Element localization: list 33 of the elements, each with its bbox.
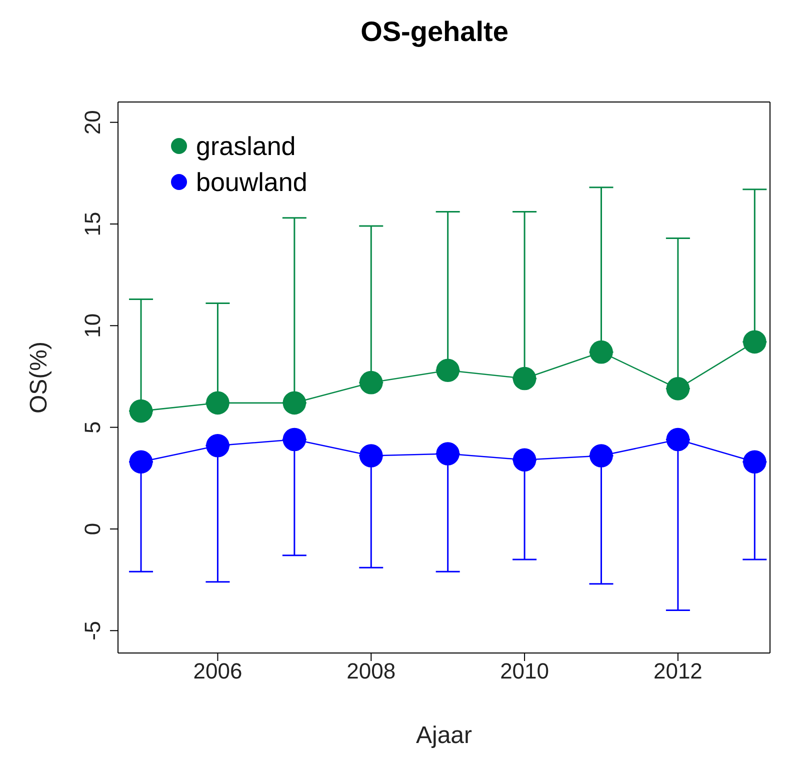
chart-title: OS-gehalte [360, 15, 510, 49]
x-tick-label: 2012 [653, 658, 702, 684]
point [590, 444, 613, 468]
legend-label: bouwland [196, 166, 308, 199]
legend-label: grasland [196, 130, 296, 163]
point [206, 434, 230, 458]
x-tick-label: 2010 [500, 658, 550, 684]
point [436, 358, 460, 382]
point [436, 442, 460, 466]
x-tick-label: 2008 [346, 658, 396, 684]
point [743, 450, 766, 474]
point [282, 391, 306, 415]
y-tick-label: 10 [80, 313, 105, 338]
y-tick-label: 0 [80, 522, 105, 536]
point [666, 428, 690, 452]
point [129, 399, 153, 423]
y-tick-label: -5 [80, 620, 105, 640]
point [590, 340, 613, 364]
point [512, 448, 536, 472]
point [359, 370, 383, 394]
point [666, 377, 690, 400]
point [206, 391, 230, 415]
point [743, 330, 766, 354]
y-tick-label: 20 [80, 110, 105, 135]
point [359, 444, 383, 468]
point [129, 450, 153, 474]
y-axis-title: OS(%) [26, 342, 53, 414]
point [512, 366, 536, 390]
x-tick-label: 2006 [193, 658, 242, 684]
point [282, 428, 306, 452]
y-tick-label: 15 [80, 212, 105, 236]
x-axis-title: Ajaar [416, 722, 472, 749]
y-tick-label: 5 [80, 421, 105, 434]
